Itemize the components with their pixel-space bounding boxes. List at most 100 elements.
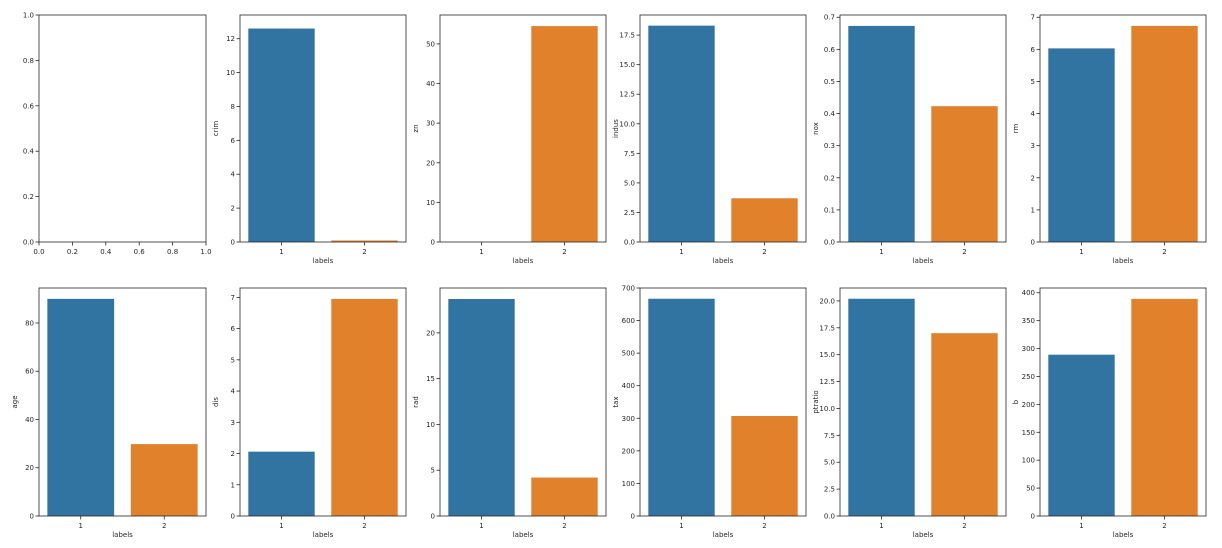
y-tick-label: 3 bbox=[231, 419, 235, 427]
y-tick-label: 0 bbox=[30, 513, 34, 521]
bar-rm-1 bbox=[1048, 48, 1115, 242]
y-tick-label: 10 bbox=[226, 69, 235, 77]
y-tick-label: 300 bbox=[1022, 345, 1035, 353]
x-tick-label: 2 bbox=[362, 248, 366, 256]
y-tick-label: 0.5 bbox=[824, 78, 835, 86]
x-tick-label: 0.0 bbox=[33, 248, 44, 256]
bar-nox-1 bbox=[848, 25, 915, 242]
bar-zn-2 bbox=[531, 26, 598, 242]
y-tick-label: 300 bbox=[622, 415, 635, 423]
y-tick-label: 50 bbox=[426, 40, 435, 48]
x-tick-label: 1 bbox=[279, 522, 283, 530]
bar-dis-1 bbox=[248, 451, 315, 516]
y-tick-label: 20 bbox=[426, 329, 435, 337]
y-tick-label: 0 bbox=[1031, 513, 1035, 521]
y-axis-label: zn bbox=[412, 124, 420, 132]
x-tick-label: 2 bbox=[962, 248, 966, 256]
bar-dis-2 bbox=[331, 298, 398, 516]
y-tick-label: 8 bbox=[231, 103, 235, 111]
y-tick-label: 20 bbox=[25, 464, 34, 472]
y-tick-label: 350 bbox=[1022, 317, 1035, 325]
axes-frame bbox=[38, 287, 207, 517]
y-tick-label: 10.0 bbox=[619, 120, 635, 128]
y-tick-label: 2 bbox=[1031, 174, 1035, 182]
y-tick-label: 0.3 bbox=[824, 142, 835, 150]
y-tick-label: 200 bbox=[1022, 401, 1035, 409]
bar-rad-2 bbox=[531, 477, 598, 516]
x-tick-label: 2 bbox=[762, 522, 766, 530]
x-axis-label: labels bbox=[313, 531, 334, 539]
bar-indus-1 bbox=[648, 25, 715, 242]
x-tick-label: 0.8 bbox=[167, 248, 178, 256]
y-tick-label: 0.0 bbox=[824, 513, 835, 521]
y-tick-label: 2.5 bbox=[824, 486, 835, 494]
axes-frame bbox=[1039, 287, 1207, 517]
y-tick-label: 400 bbox=[622, 382, 635, 390]
axes-frame bbox=[239, 14, 407, 243]
subplot-nox: 1 2 0.0 0.1 0.2 0.3 0.4 0.5 0.6 0.7 labels nox bbox=[812, 14, 1007, 265]
y-tick-label: 2 bbox=[231, 450, 235, 458]
x-tick-label: 2 bbox=[362, 522, 366, 530]
y-tick-label: 7 bbox=[231, 294, 235, 302]
bar-age-2 bbox=[130, 444, 198, 516]
bar-b-2 bbox=[1131, 298, 1198, 516]
y-tick-label: 1 bbox=[1031, 206, 1035, 214]
x-tick-label: 1 bbox=[679, 248, 683, 256]
y-tick-label: 12.5 bbox=[819, 378, 835, 386]
y-tick-label: 10.0 bbox=[819, 405, 835, 413]
y-tick-label: 7.5 bbox=[824, 432, 835, 440]
axes-frame bbox=[439, 14, 607, 243]
y-tick-label: 150 bbox=[1022, 429, 1035, 437]
y-tick-label: 15 bbox=[426, 375, 435, 383]
x-axis-label: labels bbox=[713, 257, 734, 265]
x-axis-label: labels bbox=[913, 257, 934, 265]
y-tick-label: 10 bbox=[426, 199, 435, 207]
axes-frame bbox=[639, 287, 807, 517]
axes-frame bbox=[639, 14, 807, 243]
y-tick-label: 4 bbox=[231, 388, 236, 396]
x-tick-label: 0.4 bbox=[100, 248, 112, 256]
y-tick-label: 5 bbox=[231, 356, 235, 364]
bar-rm-2 bbox=[1131, 25, 1198, 242]
y-tick-label: 0 bbox=[231, 239, 235, 247]
y-tick-label: 2 bbox=[231, 205, 235, 213]
y-tick-label: 0 bbox=[231, 513, 235, 521]
y-tick-label: 0 bbox=[431, 513, 435, 521]
y-tick-label: 400 bbox=[1022, 289, 1035, 297]
y-tick-label: 12 bbox=[226, 35, 235, 43]
x-tick-label: 1 bbox=[879, 248, 883, 256]
y-tick-label: 40 bbox=[25, 416, 34, 424]
x-tick-label: 1 bbox=[1079, 522, 1083, 530]
y-tick-label: 0 bbox=[431, 239, 435, 247]
x-axis-label: labels bbox=[1113, 531, 1134, 539]
y-tick-label: 20 bbox=[426, 159, 435, 167]
x-tick-label: 2 bbox=[1162, 248, 1166, 256]
y-tick-label: 50 bbox=[1026, 485, 1035, 493]
x-tick-label: 2 bbox=[562, 522, 566, 530]
axes-frame bbox=[439, 287, 607, 517]
y-tick-label: 5 bbox=[431, 467, 435, 475]
y-tick-label: 30 bbox=[426, 120, 435, 128]
y-tick-label: 0.0 bbox=[23, 239, 34, 247]
x-tick-label: 1 bbox=[79, 522, 83, 530]
y-tick-label: 0.4 bbox=[824, 110, 836, 118]
bar-b-1 bbox=[1048, 354, 1115, 516]
y-tick-label: 0.6 bbox=[824, 46, 836, 54]
x-tick-label: 1 bbox=[679, 522, 683, 530]
y-tick-label: 0.8 bbox=[23, 57, 34, 65]
y-tick-label: 100 bbox=[1022, 457, 1035, 465]
bar-ptratio-2 bbox=[931, 333, 998, 516]
y-tick-label: 6 bbox=[231, 325, 236, 333]
y-tick-label: 15.0 bbox=[819, 351, 835, 359]
bar-rad-1 bbox=[448, 298, 515, 516]
bar-nox-2 bbox=[931, 106, 998, 242]
x-tick-label: 0.6 bbox=[134, 248, 146, 256]
y-tick-label: 12.5 bbox=[619, 91, 635, 99]
y-tick-label: 250 bbox=[1022, 373, 1035, 381]
y-axis-label: dis bbox=[212, 397, 220, 407]
x-tick-label: 2 bbox=[162, 522, 166, 530]
bar-indus-2 bbox=[731, 198, 798, 242]
